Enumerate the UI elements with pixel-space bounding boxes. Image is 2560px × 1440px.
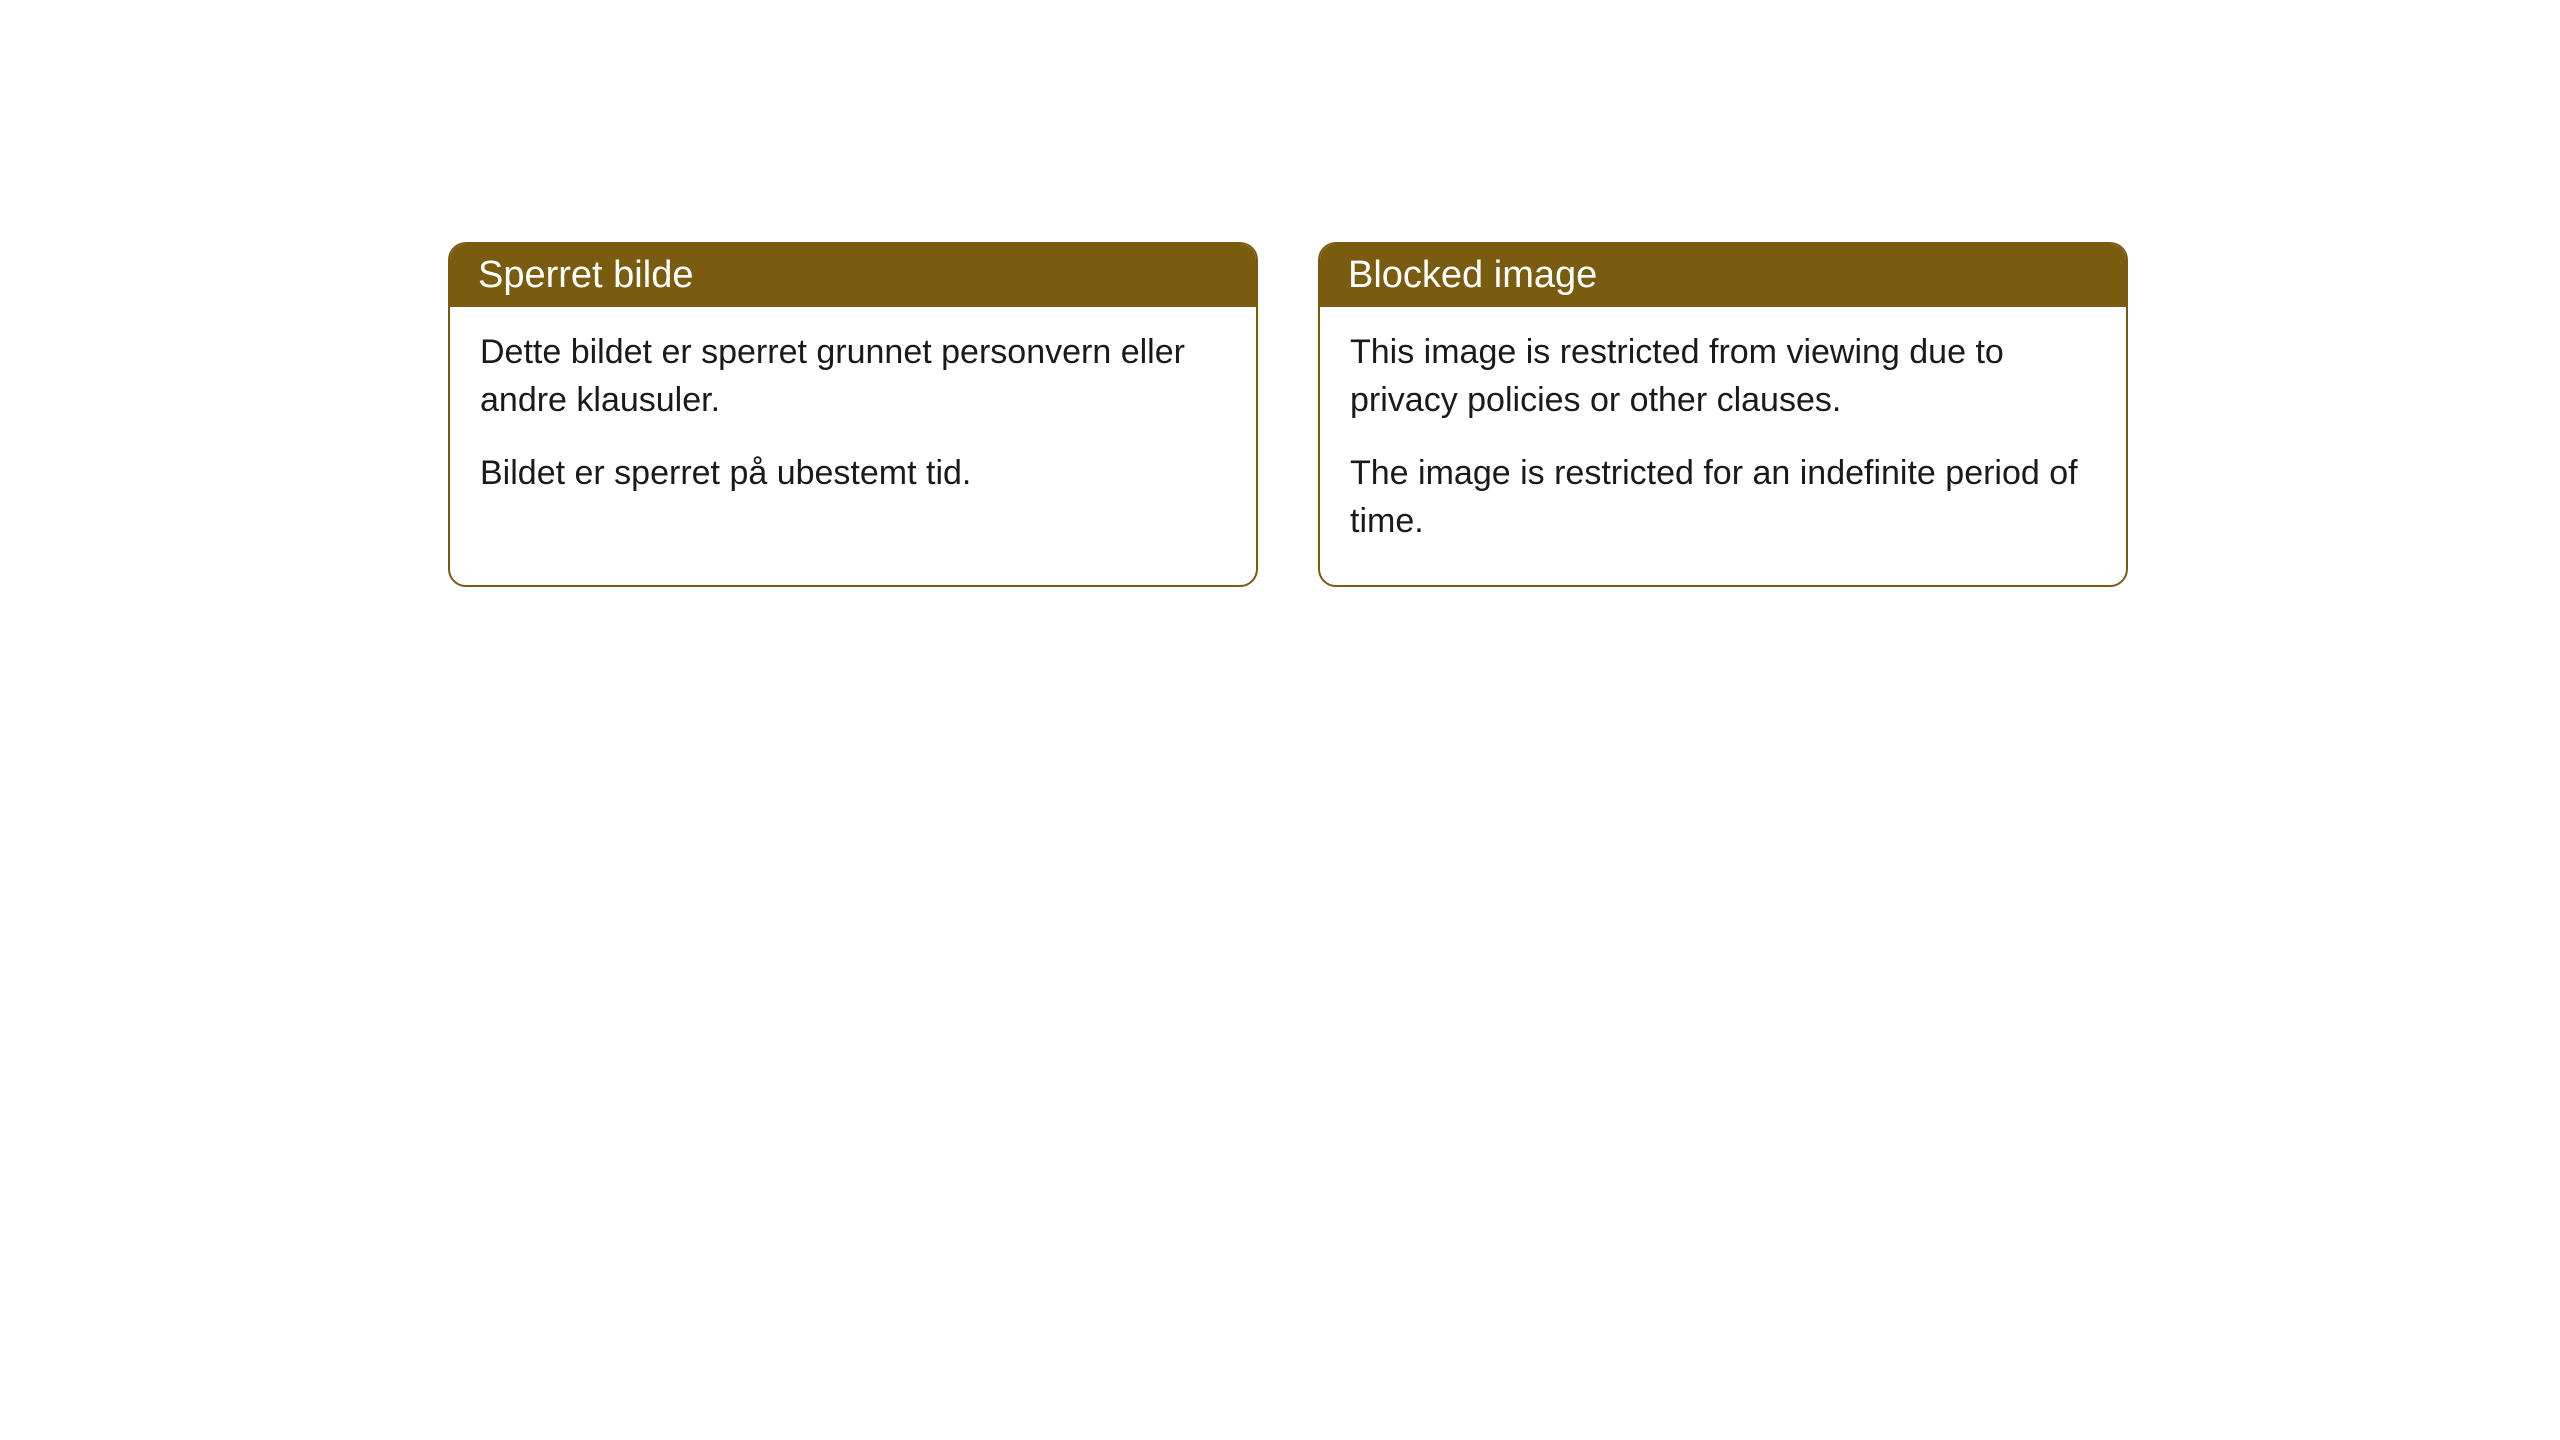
card-paragraph: The image is restricted for an indefinit… — [1350, 450, 2096, 545]
notice-card-english: Blocked image This image is restricted f… — [1318, 242, 2128, 587]
card-paragraph: This image is restricted from viewing du… — [1350, 329, 2096, 424]
card-header: Sperret bilde — [450, 244, 1256, 307]
card-body: Dette bildet er sperret grunnet personve… — [450, 307, 1256, 538]
card-title: Sperret bilde — [478, 254, 693, 296]
card-body: This image is restricted from viewing du… — [1320, 307, 2126, 585]
notice-cards-container: Sperret bilde Dette bildet er sperret gr… — [448, 242, 2128, 587]
notice-card-norwegian: Sperret bilde Dette bildet er sperret gr… — [448, 242, 1258, 587]
card-title: Blocked image — [1348, 254, 1597, 296]
card-paragraph: Bildet er sperret på ubestemt tid. — [480, 450, 1226, 498]
card-paragraph: Dette bildet er sperret grunnet personve… — [480, 329, 1226, 424]
card-header: Blocked image — [1320, 244, 2126, 307]
